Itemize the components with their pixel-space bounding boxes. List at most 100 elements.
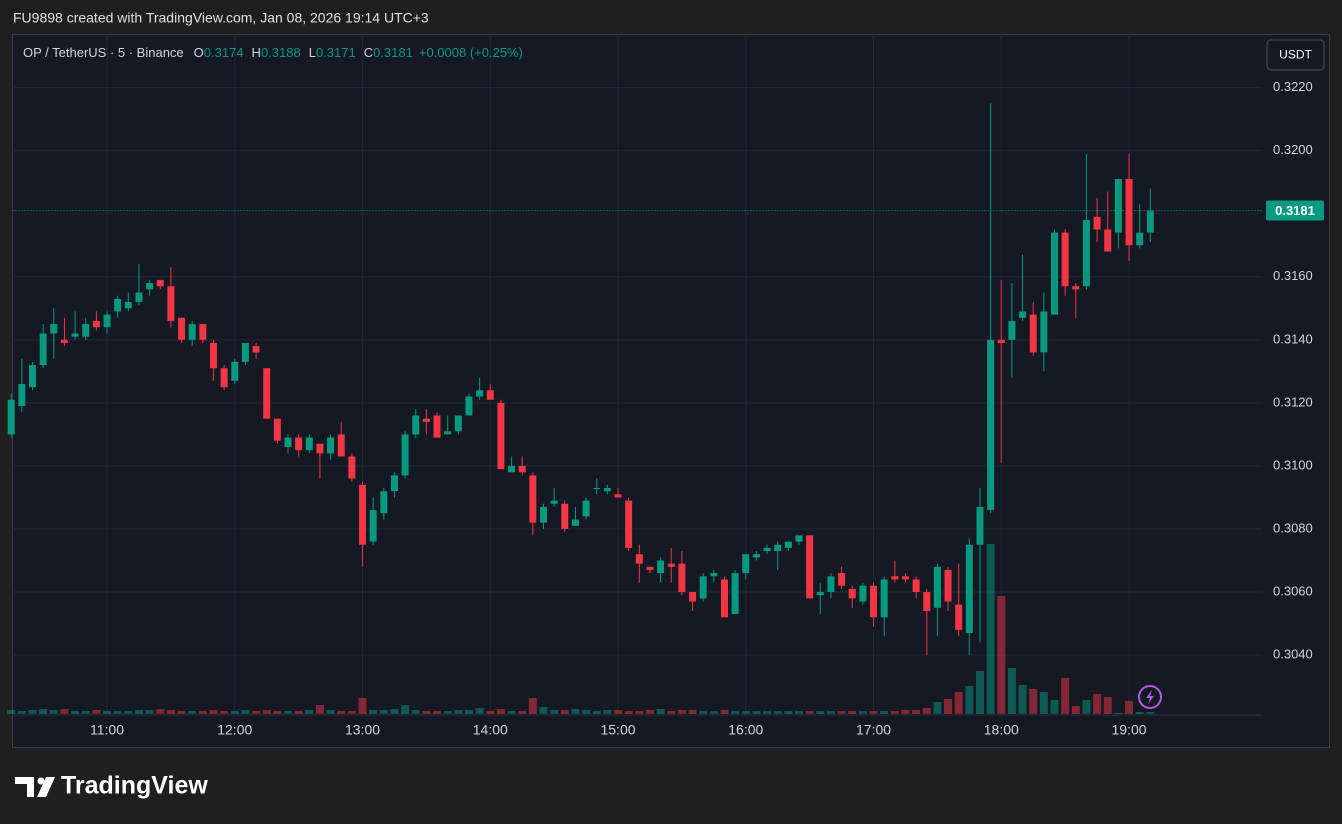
y-tick-label: 0.3100 bbox=[1273, 457, 1313, 472]
volume-bar bbox=[986, 544, 995, 714]
volume-bar bbox=[454, 710, 463, 714]
volume-bar bbox=[1071, 706, 1080, 714]
candle-body bbox=[1136, 232, 1144, 246]
candle-body bbox=[337, 434, 345, 457]
candle-body bbox=[422, 418, 430, 422]
volume-bar bbox=[358, 698, 367, 714]
candle-body bbox=[508, 465, 516, 473]
volume-bar bbox=[901, 710, 910, 714]
volume-bar bbox=[677, 710, 686, 714]
candle-body bbox=[933, 566, 941, 608]
candle-body bbox=[39, 333, 47, 366]
candle-body bbox=[625, 500, 633, 548]
volume-bar bbox=[209, 710, 218, 714]
last-price-label: 0.3181 bbox=[1275, 203, 1315, 218]
candle-body bbox=[114, 298, 122, 312]
candle-body bbox=[848, 588, 856, 599]
volume-bar bbox=[1007, 668, 1016, 714]
candle-body bbox=[870, 585, 878, 618]
candle-body bbox=[763, 547, 771, 552]
candle-body bbox=[284, 437, 292, 448]
candle-body bbox=[614, 494, 622, 498]
candle-body bbox=[561, 503, 569, 529]
volume-bar bbox=[273, 711, 282, 714]
candle-body bbox=[1146, 210, 1154, 233]
header: FU9898 created with TradingView.com, Jan… bbox=[13, 10, 429, 26]
volume-bar bbox=[337, 711, 346, 714]
volume-bar bbox=[975, 671, 984, 714]
ohlc-label: H bbox=[252, 45, 261, 60]
currency-button[interactable] bbox=[1266, 39, 1325, 71]
volume-bar bbox=[933, 702, 942, 714]
volume-bar bbox=[134, 710, 143, 714]
volume-bar bbox=[1061, 678, 1070, 714]
y-tick-label: 0.3160 bbox=[1273, 268, 1313, 283]
volume-bar bbox=[177, 711, 186, 714]
candle-body bbox=[987, 339, 995, 511]
candle-body bbox=[433, 415, 441, 438]
volume-bar bbox=[369, 710, 378, 714]
volume-bar bbox=[145, 710, 154, 714]
volume-bar bbox=[124, 711, 133, 714]
volume-bar bbox=[614, 710, 623, 714]
candle-body bbox=[412, 415, 420, 435]
candle-body bbox=[699, 576, 707, 599]
volume bbox=[7, 544, 1155, 714]
candle-body bbox=[199, 324, 207, 340]
candle-body bbox=[1051, 232, 1059, 315]
volume-bar bbox=[326, 710, 335, 714]
candle-body bbox=[28, 365, 36, 388]
volume-bar bbox=[486, 711, 495, 714]
volume-bar bbox=[188, 711, 197, 714]
y-tick-label: 0.3120 bbox=[1273, 394, 1313, 409]
y-tick-label: 0.3200 bbox=[1273, 142, 1313, 157]
last-price-tag bbox=[1266, 200, 1324, 221]
candle-body bbox=[752, 554, 760, 558]
volume-bar bbox=[1029, 689, 1038, 714]
candle-body bbox=[476, 390, 484, 397]
volume-bar bbox=[539, 707, 548, 714]
volume-bar bbox=[422, 711, 431, 714]
ohlc-label: L bbox=[309, 45, 316, 60]
candle-body bbox=[156, 279, 164, 287]
ohlc-value: 0.3188 bbox=[261, 45, 301, 60]
candle-body bbox=[593, 488, 601, 489]
candle-body bbox=[273, 418, 281, 441]
candle-body bbox=[816, 592, 824, 596]
y-tick-label: 0.3140 bbox=[1273, 331, 1313, 346]
logo-mark bbox=[37, 777, 55, 797]
brand-logo bbox=[15, 777, 55, 797]
volume-bar bbox=[81, 711, 90, 714]
candle-body bbox=[231, 361, 239, 381]
volume-bar bbox=[198, 711, 207, 714]
candle-body bbox=[1082, 220, 1090, 287]
volume-bar bbox=[507, 711, 516, 714]
candle-body bbox=[667, 563, 675, 567]
volume-bar bbox=[1093, 694, 1102, 714]
volume-bar bbox=[688, 710, 697, 714]
volume-bar bbox=[997, 596, 1006, 714]
candle-body bbox=[188, 324, 196, 340]
volume-bar bbox=[880, 711, 889, 714]
brand-name: TradingView bbox=[61, 772, 208, 800]
volume-bar bbox=[1082, 700, 1091, 714]
ohlc-value: 0.3181 bbox=[373, 45, 413, 60]
volume-bar bbox=[784, 711, 793, 714]
x-tick-label: 16:00 bbox=[728, 722, 763, 738]
x-tick-label: 15:00 bbox=[600, 722, 635, 738]
volume-bar bbox=[294, 711, 303, 714]
candle-body bbox=[305, 437, 313, 451]
volume-bar bbox=[826, 711, 835, 714]
volume-bar bbox=[411, 710, 420, 714]
volume-bar bbox=[518, 711, 527, 714]
y-tick-label: 0.3080 bbox=[1273, 520, 1313, 535]
candle-body bbox=[1008, 320, 1016, 340]
candle-body bbox=[997, 339, 1005, 343]
candle-body bbox=[976, 506, 984, 545]
candle-body bbox=[731, 573, 739, 615]
volume-bar bbox=[92, 710, 101, 714]
candle-body bbox=[529, 475, 537, 523]
candle-body bbox=[742, 554, 750, 574]
x-tick-label: 19:00 bbox=[1112, 722, 1147, 738]
candle-body bbox=[71, 333, 79, 337]
